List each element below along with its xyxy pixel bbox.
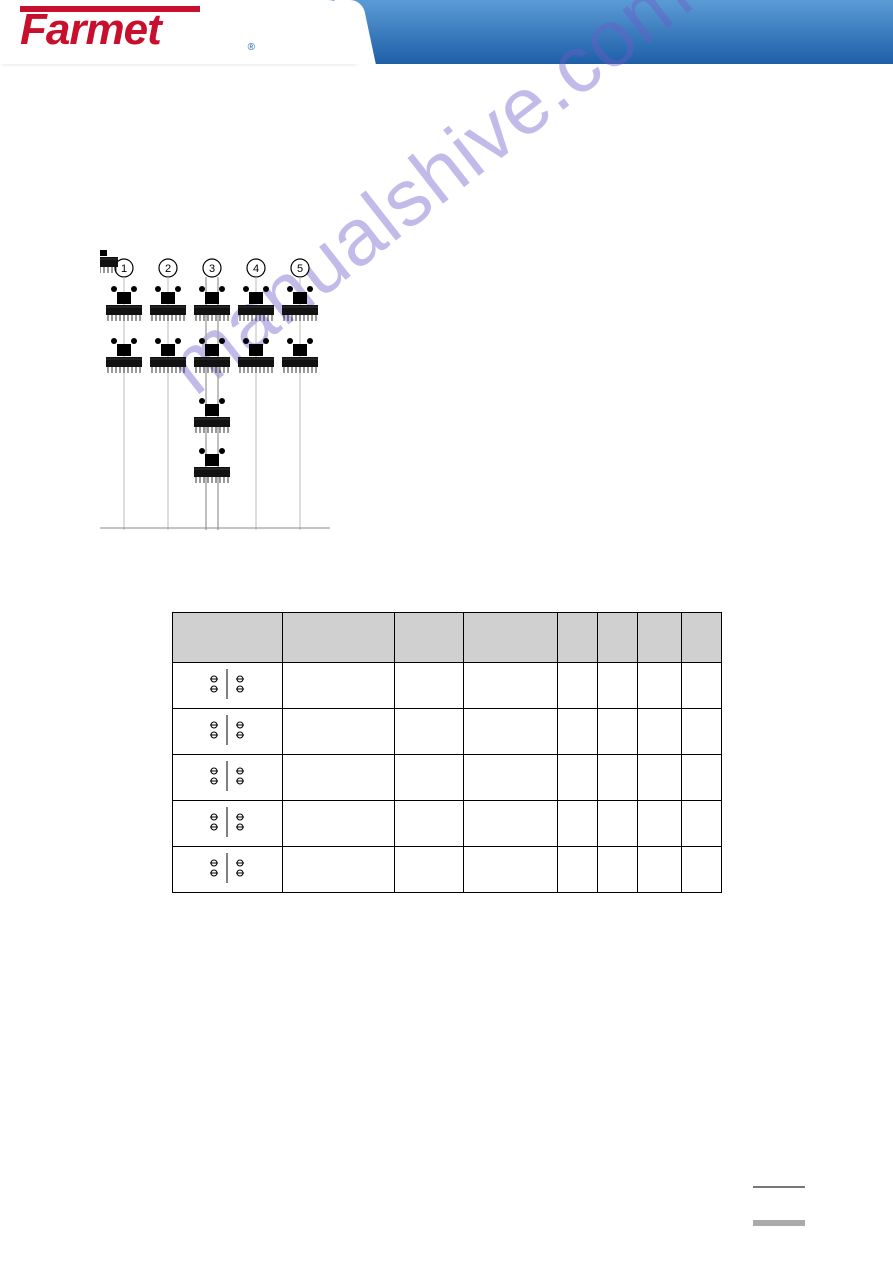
table-header-cell bbox=[173, 613, 283, 663]
table-row bbox=[173, 755, 722, 801]
table-cell bbox=[464, 755, 558, 801]
header-bar: Farmet ® bbox=[0, 0, 893, 64]
table-cell-icon bbox=[173, 663, 283, 709]
table-row bbox=[173, 709, 722, 755]
data-table bbox=[172, 612, 722, 893]
table-cell bbox=[638, 663, 682, 709]
logo-tab: Farmet ® bbox=[0, 0, 355, 64]
table-cell bbox=[282, 801, 394, 847]
table-cell-icon bbox=[173, 801, 283, 847]
table-header-cell bbox=[638, 613, 682, 663]
diagram-label-3: 3 bbox=[209, 263, 215, 275]
diagram-label-1: 1 bbox=[121, 263, 127, 275]
table-cell bbox=[598, 755, 638, 801]
table-cell-icon bbox=[173, 755, 283, 801]
table-cell bbox=[558, 847, 598, 893]
table-cell bbox=[598, 663, 638, 709]
table-cell bbox=[638, 801, 682, 847]
table-cell bbox=[282, 663, 394, 709]
table-cell bbox=[282, 847, 394, 893]
table-cell bbox=[638, 755, 682, 801]
table-cell bbox=[394, 847, 464, 893]
table-cell bbox=[394, 755, 464, 801]
table-cell bbox=[638, 709, 682, 755]
table-cell bbox=[558, 663, 598, 709]
tramline-diagram: 1 2 3 4 5 bbox=[100, 250, 330, 540]
table-header-cell bbox=[598, 613, 638, 663]
footer-bar bbox=[753, 1220, 805, 1226]
table-cell bbox=[464, 663, 558, 709]
table-cell-icon bbox=[173, 847, 283, 893]
table-cell bbox=[282, 755, 394, 801]
tractor-icon bbox=[204, 807, 250, 837]
table-cell bbox=[598, 847, 638, 893]
tractor-icon bbox=[204, 715, 250, 745]
table-cell bbox=[464, 801, 558, 847]
table-cell bbox=[682, 801, 722, 847]
table-cell bbox=[598, 709, 638, 755]
diagram-label-4: 4 bbox=[253, 263, 259, 275]
table-cell bbox=[558, 801, 598, 847]
brand-logo: Farmet ® bbox=[20, 8, 245, 56]
table-cell bbox=[394, 709, 464, 755]
table-row bbox=[173, 847, 722, 893]
table-row bbox=[173, 801, 722, 847]
table-cell bbox=[638, 847, 682, 893]
table-cell bbox=[682, 847, 722, 893]
table-cell bbox=[682, 709, 722, 755]
table-row bbox=[173, 663, 722, 709]
table-cell bbox=[394, 801, 464, 847]
table-cell bbox=[394, 663, 464, 709]
footer-line bbox=[753, 1186, 805, 1188]
table-cell-icon bbox=[173, 709, 283, 755]
logo-accent-bar bbox=[20, 6, 200, 12]
table-header-cell bbox=[464, 613, 558, 663]
table-cell bbox=[464, 709, 558, 755]
table-cell bbox=[682, 755, 722, 801]
diagram-label-5: 5 bbox=[297, 263, 303, 275]
diagram-label-2: 2 bbox=[165, 263, 171, 275]
table-cell bbox=[682, 663, 722, 709]
table-header-cell bbox=[394, 613, 464, 663]
table-cell bbox=[464, 847, 558, 893]
logo-registered: ® bbox=[248, 42, 255, 53]
table-header-cell bbox=[558, 613, 598, 663]
table-cell bbox=[558, 709, 598, 755]
tractor-icon bbox=[204, 669, 250, 699]
table-header-cell bbox=[682, 613, 722, 663]
table-cell bbox=[558, 755, 598, 801]
table-header-cell bbox=[282, 613, 394, 663]
tractor-icon bbox=[204, 853, 250, 883]
table-cell bbox=[282, 709, 394, 755]
table-cell bbox=[598, 801, 638, 847]
table-header-row bbox=[173, 613, 722, 663]
logo-text: Farmet bbox=[20, 5, 161, 54]
tractor-icon bbox=[204, 761, 250, 791]
